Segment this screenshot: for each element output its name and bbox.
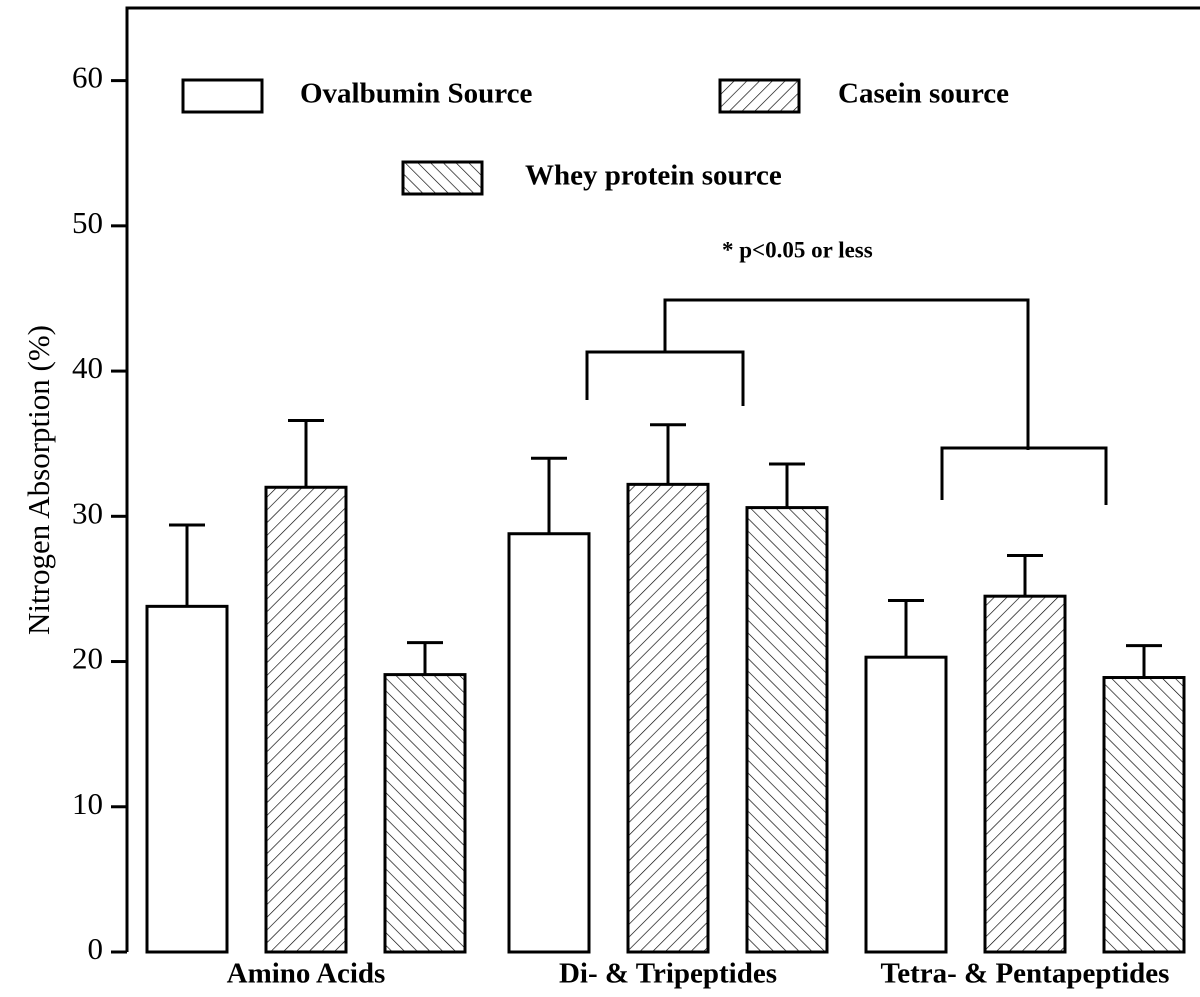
legend-swatch — [718, 78, 801, 114]
legend-label: Ovalbumin Source — [300, 78, 532, 110]
bar — [864, 655, 948, 954]
y-tick-label: 0 — [88, 931, 104, 966]
bar — [745, 506, 829, 954]
y-tick-label: 60 — [72, 60, 103, 95]
bar — [626, 482, 710, 954]
significance-brackets — [585, 298, 1108, 505]
bar — [983, 594, 1067, 954]
bar — [264, 485, 348, 954]
y-tick-label: 40 — [72, 350, 103, 385]
legend-swatch — [181, 78, 264, 114]
bar — [1102, 676, 1186, 954]
legend-label: Casein source — [838, 78, 1009, 110]
y-tick-label: 50 — [72, 205, 103, 240]
x-tick-label: Tetra- & Pentapeptides — [881, 958, 1170, 990]
y-tick-label: 30 — [72, 495, 103, 530]
annotation: * p<0.05 or less — [722, 237, 873, 262]
bar — [383, 673, 467, 954]
y-axis-label: Nitrogen Absorption (%) — [21, 325, 56, 635]
x-tick-label: Di- & Tripeptides — [559, 958, 777, 990]
y-tick-label: 20 — [72, 641, 103, 676]
y-tick-label: 10 — [72, 786, 103, 821]
x-tick-label: Amino Acids — [227, 958, 386, 990]
plot-frame — [125, 6, 1200, 952]
legend-label: Whey protein source — [525, 160, 782, 192]
bar — [145, 604, 229, 954]
bar — [507, 532, 591, 954]
legend-swatch — [401, 160, 484, 196]
